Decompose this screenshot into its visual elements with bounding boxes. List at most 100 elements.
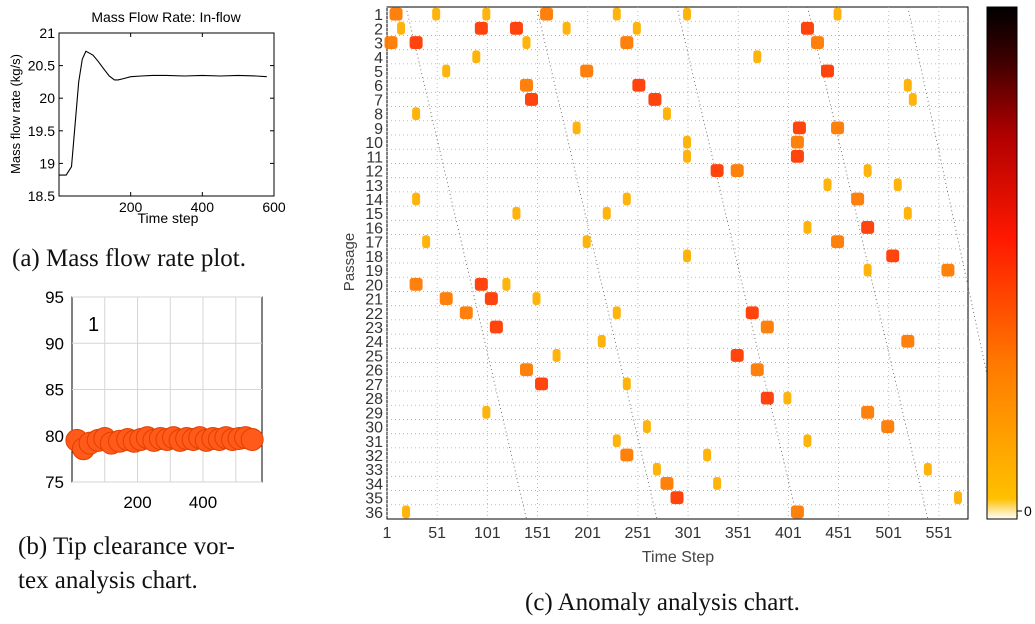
heatmap-x-tick-label: 201 bbox=[574, 525, 601, 542]
heatmap-y-tick-label: 19 bbox=[365, 263, 383, 280]
heatmap-cell bbox=[582, 235, 591, 249]
heatmap-cell bbox=[886, 249, 900, 263]
heatmap-cell bbox=[821, 64, 835, 78]
colorbar-zero-label: 0 bbox=[1024, 503, 1032, 519]
heatmap-cell bbox=[632, 21, 641, 35]
heatmap-y-tick-label: 24 bbox=[365, 334, 383, 351]
caption-a: (a) Mass flow rate plot. bbox=[12, 245, 246, 272]
tip-clearance-y-tick-label: 80 bbox=[45, 427, 64, 446]
mass-flow-x-tick-label: 400 bbox=[191, 199, 215, 215]
tip-clearance-y-ticks: 75 80 85 90 95 bbox=[45, 288, 64, 492]
heatmap-cell bbox=[703, 448, 712, 462]
heatmap-y-tick-label: 30 bbox=[365, 420, 383, 437]
heatmap-cell bbox=[713, 477, 722, 490]
heatmap-y-tick-label: 14 bbox=[365, 192, 383, 209]
heatmap-cell bbox=[612, 434, 621, 448]
heatmap-cell bbox=[389, 7, 403, 21]
heatmap-y-ticks: 1234567891011121314151617181920212223242… bbox=[365, 7, 383, 522]
heatmap-cell bbox=[760, 391, 774, 405]
anomaly-heatmap-chart: 1234567891011121314151617181920212223242… bbox=[341, 6, 1032, 566]
heatmap-cell bbox=[439, 292, 453, 305]
heatmap-cell bbox=[397, 21, 406, 35]
heatmap-cell bbox=[863, 263, 872, 277]
heatmap-y-tick-label: 35 bbox=[365, 491, 383, 508]
heatmap-cell bbox=[851, 192, 865, 206]
heatmap-cell bbox=[790, 149, 804, 163]
mass-flow-y-tick-label: 19.5 bbox=[28, 123, 55, 139]
heatmap-y-label: Passage bbox=[341, 233, 358, 291]
tip-clearance-y-tick-label: 90 bbox=[45, 334, 64, 353]
mass-flow-y-tick-label: 18.5 bbox=[28, 188, 55, 204]
heatmap-y-tick-label: 8 bbox=[374, 107, 383, 124]
heatmap-cell bbox=[863, 164, 872, 177]
tip-clearance-x-tick-label: 400 bbox=[189, 493, 217, 512]
heatmap-cell bbox=[750, 363, 764, 377]
heatmap-cell bbox=[881, 420, 895, 433]
heatmap-cell bbox=[803, 221, 812, 234]
heatmap-x-tick-label: 251 bbox=[625, 525, 652, 542]
heatmap-cell bbox=[432, 7, 441, 21]
mass-flow-x-tick-label: 600 bbox=[262, 199, 286, 215]
heatmap-x-tick-label: 1 bbox=[383, 525, 392, 542]
heatmap-cell bbox=[861, 221, 875, 234]
heatmap-y-tick-label: 28 bbox=[365, 391, 383, 408]
heatmap-cell bbox=[803, 434, 812, 448]
heatmap-cell bbox=[903, 78, 912, 92]
caption-b-line2: tex analysis chart. bbox=[18, 567, 198, 594]
tip-clearance-y-tick-label: 95 bbox=[45, 288, 64, 307]
heatmap-grid bbox=[386, 7, 968, 519]
heatmap-cell bbox=[648, 93, 662, 106]
heatmap-y-tick-label: 5 bbox=[374, 64, 383, 81]
mass-flow-x-ticks: 200 400 600 bbox=[119, 33, 286, 215]
heatmap-cell bbox=[502, 277, 511, 291]
mass-flow-y-label: Mass flow rate (kg/s) bbox=[8, 54, 23, 174]
heatmap-cell bbox=[412, 192, 421, 206]
heatmap-cell bbox=[519, 363, 533, 377]
heatmap-y-tick-label: 33 bbox=[365, 462, 383, 479]
heatmap-cell bbox=[512, 206, 521, 220]
tip-clearance-annotation: 1 bbox=[88, 314, 99, 336]
heatmap-cell bbox=[831, 121, 845, 135]
heatmap-cell bbox=[532, 292, 541, 305]
heatmap-cell bbox=[745, 306, 759, 320]
tip-clearance-x-tick-label: 200 bbox=[123, 493, 151, 512]
heatmap-y-tick-label: 27 bbox=[365, 377, 383, 394]
colorbar bbox=[986, 6, 1018, 520]
heatmap-cell bbox=[620, 448, 634, 462]
heatmap-cell bbox=[622, 192, 631, 206]
heatmap-cell bbox=[953, 491, 962, 505]
heatmap-x-label: Time Step bbox=[642, 549, 714, 566]
mass-flow-x-label: Time step bbox=[138, 210, 199, 226]
tip-clearance-points bbox=[65, 426, 264, 461]
heatmap-y-tick-label: 2 bbox=[374, 21, 383, 38]
heatmap-cell bbox=[612, 306, 621, 320]
heatmap-cell bbox=[442, 64, 451, 78]
heatmap-cell bbox=[683, 7, 692, 21]
heatmap-cell bbox=[412, 107, 421, 121]
heatmap-y-tick-label: 23 bbox=[365, 320, 383, 337]
heatmap-y-tick-label: 15 bbox=[365, 206, 383, 223]
heatmap-cell bbox=[409, 36, 423, 49]
heatmap-cell bbox=[519, 78, 533, 92]
heatmap-cell bbox=[810, 36, 824, 49]
heatmap-cell bbox=[612, 7, 621, 21]
heatmap-cell bbox=[823, 178, 832, 192]
tip-clearance-point bbox=[240, 427, 264, 451]
heatmap-cell bbox=[760, 320, 774, 334]
heatmap-cell bbox=[800, 21, 814, 35]
heatmap-y-tick-label: 32 bbox=[365, 448, 383, 465]
heatmap-cell bbox=[831, 235, 845, 249]
heatmap-cell bbox=[642, 420, 651, 433]
heatmap-cell bbox=[662, 107, 671, 121]
heatmap-x-tick-label: 401 bbox=[775, 525, 802, 542]
heatmap-y-tick-label: 25 bbox=[365, 348, 383, 365]
mass-flow-title: Mass Flow Rate: In-flow bbox=[91, 9, 241, 25]
heatmap-y-tick-label: 26 bbox=[365, 363, 383, 380]
heatmap-cell bbox=[670, 491, 684, 505]
heatmap-y-tick-label: 18 bbox=[365, 249, 383, 266]
heatmap-y-tick-label: 7 bbox=[374, 92, 383, 109]
heatmap-cell bbox=[833, 7, 842, 21]
heatmap-cell bbox=[597, 334, 606, 348]
heatmap-y-tick-label: 29 bbox=[365, 405, 383, 422]
tip-clearance-chart: 75 80 85 90 95 200 400 1 bbox=[45, 288, 264, 512]
